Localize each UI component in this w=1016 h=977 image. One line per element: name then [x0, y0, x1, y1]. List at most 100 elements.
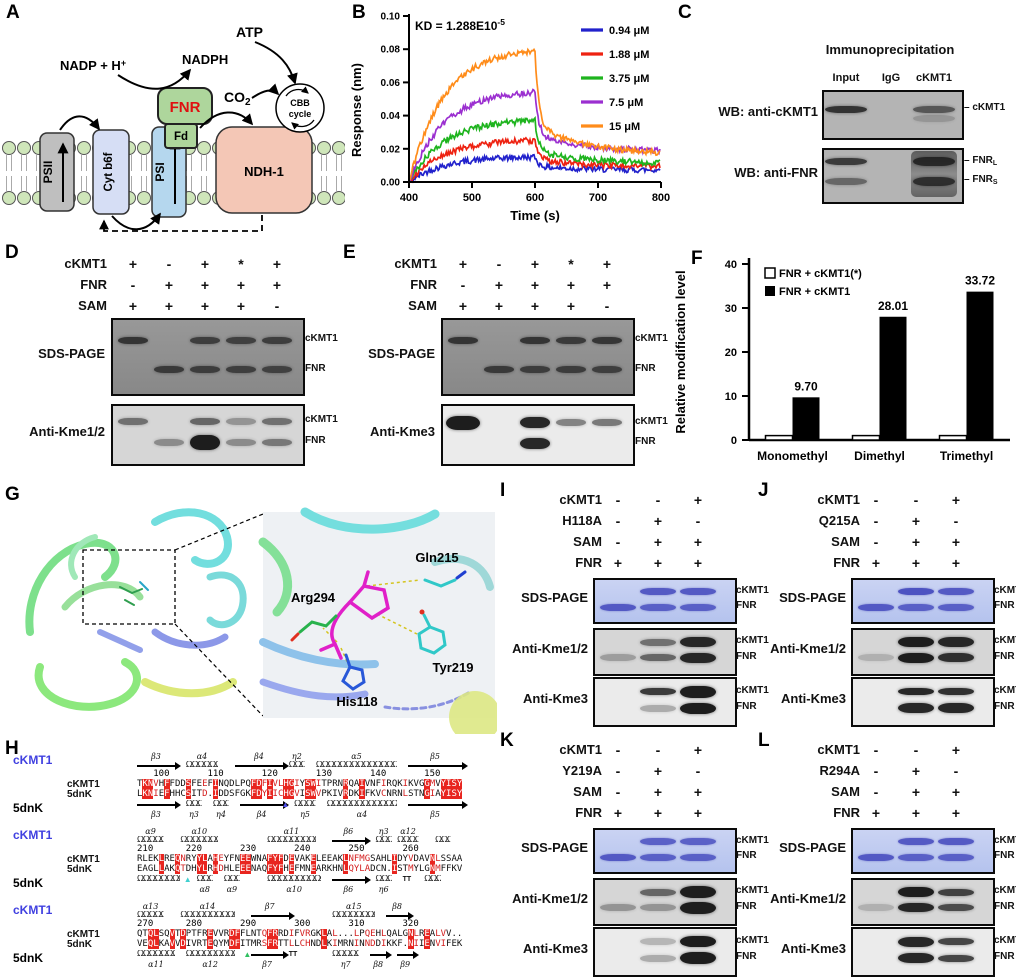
gel-band	[938, 688, 974, 696]
y-axis-label: Response (nm)	[349, 63, 364, 157]
ss-label: α12	[202, 960, 218, 969]
y-tick-label: 0.10	[381, 12, 401, 23]
ss-label: β8	[373, 960, 384, 969]
gel-band	[680, 685, 716, 698]
ss-label: β4	[256, 810, 267, 819]
gel-label: Anti-Kme3	[780, 691, 846, 706]
y-tick-label: 40	[725, 259, 737, 271]
residue-sticks	[290, 570, 467, 691]
legend-swatch	[765, 286, 775, 296]
gel-band	[858, 603, 894, 611]
panel-j-label: J	[758, 480, 769, 501]
ss-label: η3	[378, 827, 389, 836]
zoom-connector-line	[174, 513, 264, 551]
ss-helix: ΩΩΩΩ	[288, 761, 305, 770]
gel-band	[448, 336, 478, 344]
gel-band	[556, 366, 586, 374]
ss-helix: ΩΩΩΩΩΩΩΩΩΩ	[137, 875, 180, 884]
gel-band	[262, 438, 292, 446]
condition-value: -	[873, 534, 879, 550]
gel-band	[190, 366, 220, 374]
wb-label: WB: anti-cKMT1	[718, 104, 818, 119]
condition-value: -	[695, 763, 701, 779]
condition-value: +	[653, 555, 663, 571]
ss-tri: ▲	[281, 800, 290, 809]
gel-band	[640, 954, 676, 962]
gel-band	[640, 603, 676, 611]
condition-value: +	[653, 805, 663, 821]
gel-image	[593, 878, 737, 926]
condition-name: SAM	[831, 534, 860, 549]
band-label: cKMT1	[305, 333, 338, 345]
alignment-hit-name: 5dnK	[13, 951, 43, 965]
gel-band	[640, 853, 676, 861]
band-label: cKMT1	[736, 885, 769, 897]
gel-band	[226, 438, 256, 446]
gel-band	[520, 416, 550, 429]
gel-image	[593, 677, 737, 727]
ss-label: α15	[346, 902, 362, 911]
yellow-ribbon	[449, 691, 497, 734]
x-tick-label: 700	[589, 192, 607, 204]
ss-helix: ΩΩΩΩΩ	[397, 836, 419, 845]
gel-image	[593, 628, 737, 676]
cbb-label-line1: CBB	[290, 98, 310, 108]
gel-label: SDS-PAGE	[779, 840, 846, 855]
condition-name: FNR	[80, 277, 107, 292]
ss-helix: ΩΩΩΩ	[223, 875, 240, 884]
modification-bar-chart: 0 10 20 30 40 Relative modification level Mono…	[673, 258, 1010, 463]
gel-image	[851, 628, 995, 676]
band-label: cKMT1	[635, 415, 668, 427]
gel-band	[898, 688, 934, 696]
band-label: FNR	[736, 850, 757, 862]
ss-label: α4	[356, 810, 368, 819]
band-label: FNR	[736, 951, 757, 963]
ss-label: β7	[264, 902, 275, 911]
gel-image	[851, 578, 995, 624]
condition-value: -	[496, 256, 502, 272]
x-tick-label: 500	[463, 192, 481, 204]
panel-l-label: L	[758, 730, 770, 751]
lipid-head	[137, 191, 151, 205]
gel-band	[520, 437, 550, 450]
band-label: FNR	[994, 900, 1015, 912]
ss-helix: ΩΩΩΩΩΩΩΩΩΩΩΩΩ	[180, 911, 234, 920]
sequence-row: VEQLKAVVDIVRTEQYMDFITMRSFRTTLLCHNDLKIMRN…	[137, 939, 463, 949]
condition-value: +	[653, 513, 663, 529]
gel-band	[680, 588, 716, 596]
zoom-connector-line	[174, 623, 264, 717]
condition-value: +	[602, 277, 612, 293]
condition-value: +	[566, 277, 576, 293]
condition-name: SAM	[408, 298, 437, 313]
ip-title: Immunoprecipitation	[825, 42, 955, 57]
lipid-head	[137, 141, 151, 155]
condition-value: +	[951, 805, 961, 821]
ss-label: α14	[199, 902, 216, 911]
cbb-arrow-icon	[291, 119, 315, 130]
gel-band	[938, 588, 974, 596]
band-label: FNR	[635, 362, 656, 374]
condition-value: +	[951, 784, 961, 800]
ss-label: α5	[351, 752, 362, 761]
sensorgram-series	[408, 135, 661, 184]
gel-band	[556, 419, 586, 427]
wb-smear	[911, 151, 957, 197]
gel-image	[851, 878, 995, 926]
ss-helix: ΩΩΩΩΩΩ	[332, 950, 360, 959]
band-label: FNR	[736, 650, 757, 662]
condition-value: +	[128, 298, 138, 314]
condition-name: FNR	[575, 805, 602, 820]
panel-i: I cKMT1- - + H118A - + - SAM - + + FNR + + + SDS-PAGE cK…	[500, 480, 769, 732]
gel-band	[680, 936, 716, 947]
panel-k: K cKMT1- - + Y219A - + - SAM - + + FNR + + + SDS-PAGE cK…	[500, 730, 769, 977]
y-tick-label: 0.02	[381, 144, 401, 155]
condition-value: +	[653, 784, 663, 800]
electron-transport-diagram: PSII Cyt b6f PSI NDH-1 FNR Fd NADP + H+ …	[2, 24, 345, 232]
condition-value: +	[871, 555, 881, 571]
alignment-block: cKMT15dnKΩΩΩΩΩΩα13ΩΩΩΩΩΩΩΩΩΩΩΩΩα14β7ΩΩΩΩ…	[5, 902, 475, 972]
condition-name: cKMT1	[817, 492, 860, 507]
gel-band	[592, 366, 622, 374]
panel-e-label: E	[343, 242, 356, 263]
cytb6f-label: Cyt b6f	[103, 152, 115, 191]
gel-image	[111, 318, 305, 396]
